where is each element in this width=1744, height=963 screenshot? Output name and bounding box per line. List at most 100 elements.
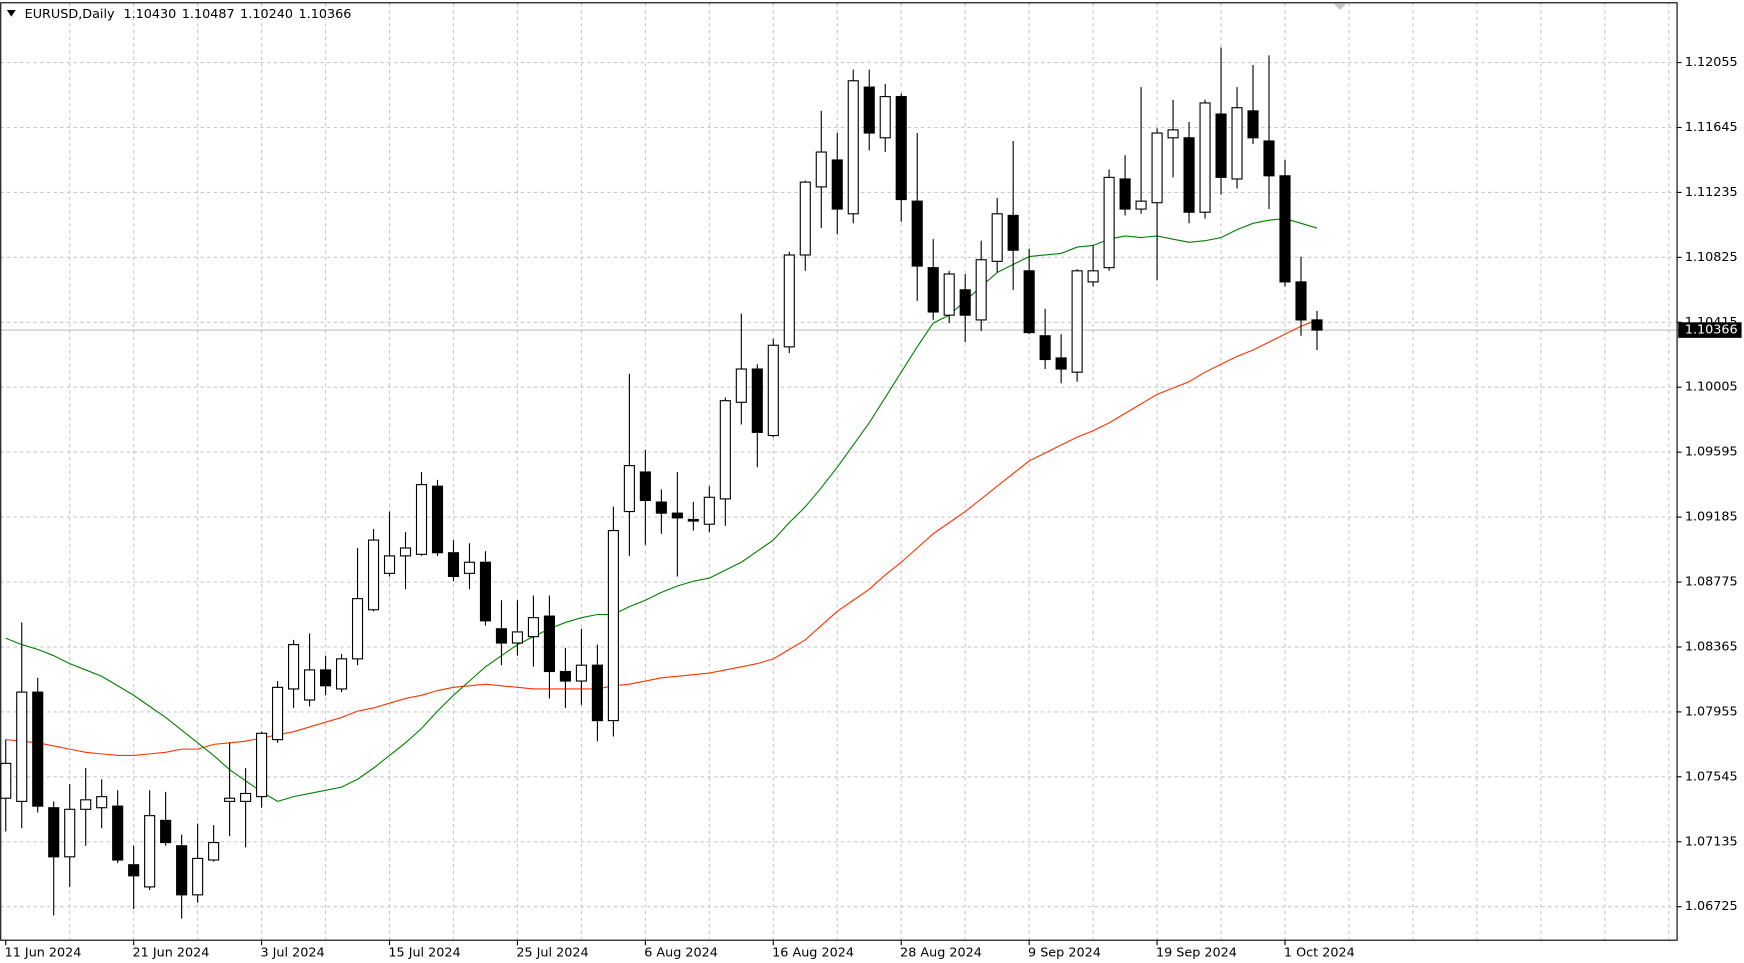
- candle-body: [719, 400, 731, 500]
- y-tick-label: 1.10005: [1685, 380, 1738, 395]
- candle-body: [240, 792, 252, 802]
- candle-body: [1247, 110, 1259, 139]
- candle-body: [815, 151, 827, 188]
- candle-body: [751, 368, 763, 433]
- candle-body: [1311, 319, 1323, 331]
- candle-body: [399, 547, 412, 557]
- candle-body: [655, 501, 667, 514]
- x-tick-label: 6 Aug 2024: [644, 945, 718, 960]
- candle-body: [192, 857, 204, 896]
- candle-body: [639, 471, 651, 502]
- candle-body: [351, 598, 364, 660]
- candle-body: [1135, 200, 1147, 210]
- candle-body: [144, 815, 156, 888]
- candle-body: [575, 664, 587, 682]
- y-tick-label: 1.07135: [1685, 834, 1738, 849]
- axes: 1.06725 1.07135 1.07545 1.07955 1.08365 1.087…: [5, 55, 1742, 960]
- candle-body: [96, 796, 108, 809]
- candle-body: [16, 691, 28, 802]
- candle-body: [831, 159, 843, 210]
- candle-body: [224, 797, 236, 802]
- candle-body: [415, 484, 428, 555]
- candle-body: [80, 799, 92, 810]
- candle-body: [767, 344, 779, 437]
- candle-body: [1231, 107, 1243, 180]
- candle-body: [799, 181, 811, 256]
- candle-body: [1279, 175, 1291, 283]
- candle-body: [367, 539, 380, 611]
- candle-body: [128, 864, 140, 877]
- candle-body: [559, 670, 571, 682]
- price-tag-label: 1.10366: [1685, 323, 1738, 338]
- shift-marker: [1333, 3, 1347, 11]
- candle-body: [1103, 176, 1115, 269]
- candle-body: [783, 254, 795, 348]
- x-tick-label: 16 Aug 2024: [772, 945, 854, 960]
- candle-body: [431, 485, 444, 554]
- candle-body: [272, 686, 284, 741]
- candle-body: [304, 669, 316, 701]
- candle-body: [591, 664, 603, 722]
- header-arrow[interactable]: [6, 10, 16, 17]
- candle-body: [735, 368, 747, 403]
- candle-body: [623, 465, 635, 513]
- candle-body: [1215, 113, 1227, 178]
- candle-body: [687, 518, 699, 522]
- candle-body: [991, 213, 1003, 262]
- x-tick-label: 25 Jul 2024: [516, 945, 588, 960]
- candle-body: [1167, 129, 1179, 139]
- x-tick-label: 1 Oct 2024: [1284, 945, 1355, 960]
- candle-body: [1087, 270, 1099, 283]
- candle-body: [1007, 214, 1019, 251]
- ohlc-label: 1.10240: [240, 7, 293, 22]
- candle-body: [64, 808, 76, 858]
- plot: [0, 47, 1323, 919]
- symbol-label: EURUSD,Daily: [25, 7, 115, 22]
- candle-body: [1199, 102, 1211, 213]
- candle-body: [975, 259, 987, 321]
- candle-body: [1183, 137, 1195, 213]
- y-tick-label: 1.07545: [1685, 769, 1738, 784]
- candle-body: [607, 530, 619, 722]
- y-tick-label: 1.08365: [1685, 639, 1738, 654]
- ohlc-label: 1.10366: [299, 7, 352, 22]
- candle-body: [160, 819, 172, 844]
- y-tick-label: 1.06725: [1685, 899, 1738, 914]
- x-tick-label: 3 Jul 2024: [260, 945, 324, 960]
- candle-body: [447, 552, 460, 578]
- candle-body: [335, 658, 348, 690]
- candle-body: [479, 561, 492, 622]
- candle-body: [1263, 140, 1275, 177]
- candle-body: [1295, 281, 1307, 321]
- y-tick-label: 1.09595: [1685, 445, 1738, 460]
- candle-body: [0, 762, 12, 799]
- y-tick-label: 1.11645: [1685, 120, 1738, 135]
- candle-body: [1055, 357, 1067, 370]
- x-tick-label: 11 Jun 2024: [5, 945, 82, 960]
- candle-body: [927, 267, 939, 313]
- candle-body: [879, 96, 891, 139]
- candle-body: [543, 615, 555, 673]
- candle-body: [319, 669, 332, 687]
- candle-body: [1151, 132, 1163, 204]
- candle-body: [256, 732, 268, 798]
- candle-body: [847, 80, 859, 215]
- candle-body: [112, 805, 124, 861]
- candle-body: [511, 631, 524, 644]
- y-tick-label: 1.10825: [1685, 250, 1738, 265]
- moving-average: [5, 217, 1318, 802]
- candle-body: [863, 86, 875, 134]
- candle-body: [176, 845, 188, 896]
- y-tick-label: 1.11235: [1685, 185, 1738, 200]
- candle-body: [527, 617, 539, 638]
- x-tick-label: 28 Aug 2024: [900, 945, 982, 960]
- x-tick-label: 19 Sep 2024: [1156, 945, 1237, 960]
- candle-body: [959, 289, 971, 316]
- price-tag: [1678, 322, 1742, 338]
- candle-body: [1023, 270, 1035, 334]
- candle-body: [463, 561, 476, 574]
- x-tick-label: 9 Sep 2024: [1028, 945, 1101, 960]
- candle-body: [1071, 270, 1083, 373]
